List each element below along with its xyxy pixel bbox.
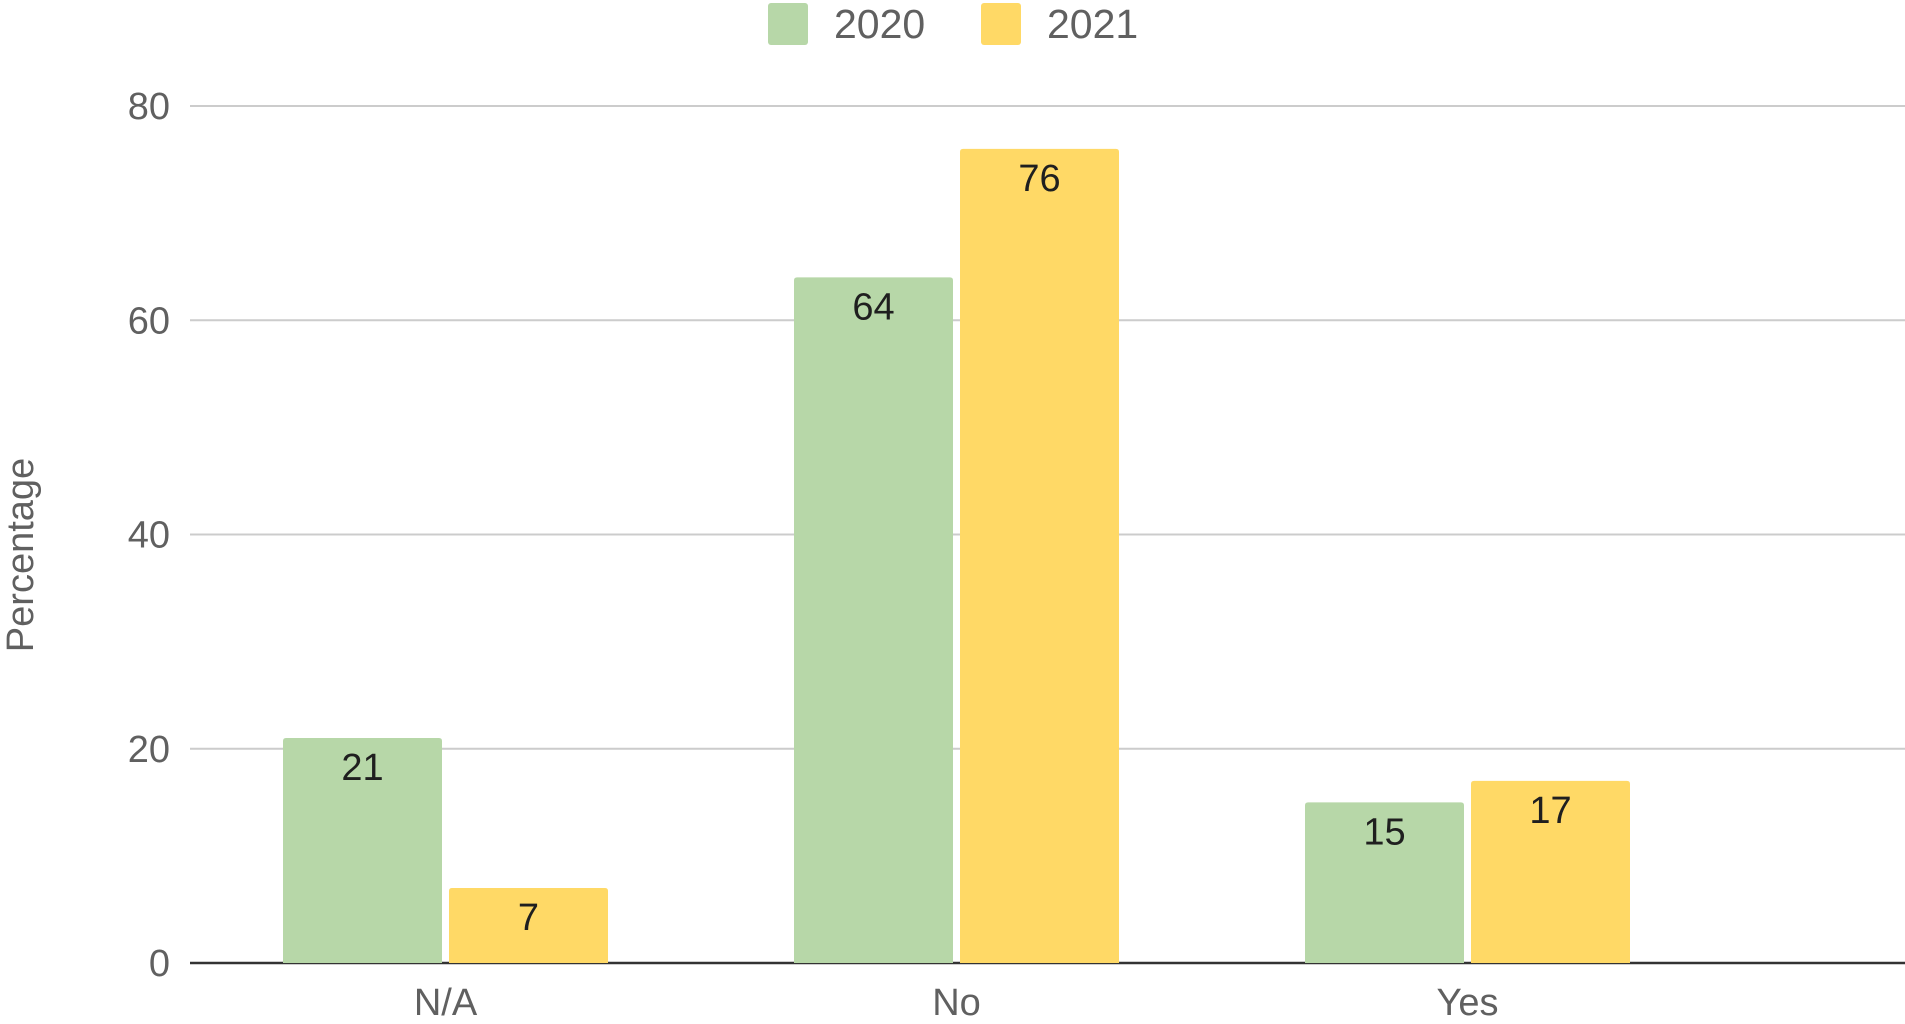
x-tick-label-No: No <box>932 982 981 1024</box>
y-tick-label-0: 0 <box>149 943 170 985</box>
data-label-2020-N/A: 21 <box>341 747 383 789</box>
legend-swatch-2021 <box>981 3 1021 45</box>
bar-2021-N/A <box>449 888 608 963</box>
y-tick-label-20: 20 <box>128 729 170 771</box>
bar-2021-Yes <box>1471 780 1630 963</box>
y-tick-label-80: 80 <box>128 86 170 128</box>
data-label-2021-Yes: 17 <box>1529 790 1571 832</box>
data-label-2020-No: 64 <box>852 286 894 328</box>
bar-2021-No <box>960 148 1119 964</box>
y-tick-label-60: 60 <box>128 300 170 342</box>
data-label-2021-No: 76 <box>1018 158 1060 200</box>
data-label-2020-Yes: 15 <box>1363 811 1405 853</box>
bars <box>283 148 1630 964</box>
legend: 2020 2021 <box>768 1 1138 47</box>
bar-2020-Yes <box>1305 802 1464 963</box>
bar-2020-No <box>794 277 953 963</box>
bar-2020-N/A <box>283 738 442 963</box>
legend-label-2021: 2021 <box>1047 1 1138 47</box>
x-axis-ticks: N/A No Yes <box>414 982 1499 1024</box>
y-axis-ticks: 0 20 40 60 80 <box>128 86 170 985</box>
legend-swatch-2020 <box>768 3 808 45</box>
legend-label-2020: 2020 <box>834 1 925 47</box>
data-labels: 21 7 64 76 15 17 <box>341 158 1571 939</box>
y-tick-label-40: 40 <box>128 515 170 557</box>
y-axis-title: Percentage <box>0 458 42 652</box>
x-tick-label-N/A: N/A <box>414 982 478 1024</box>
x-tick-label-Yes: Yes <box>1437 982 1499 1024</box>
data-label-2021-N/A: 7 <box>518 897 539 939</box>
